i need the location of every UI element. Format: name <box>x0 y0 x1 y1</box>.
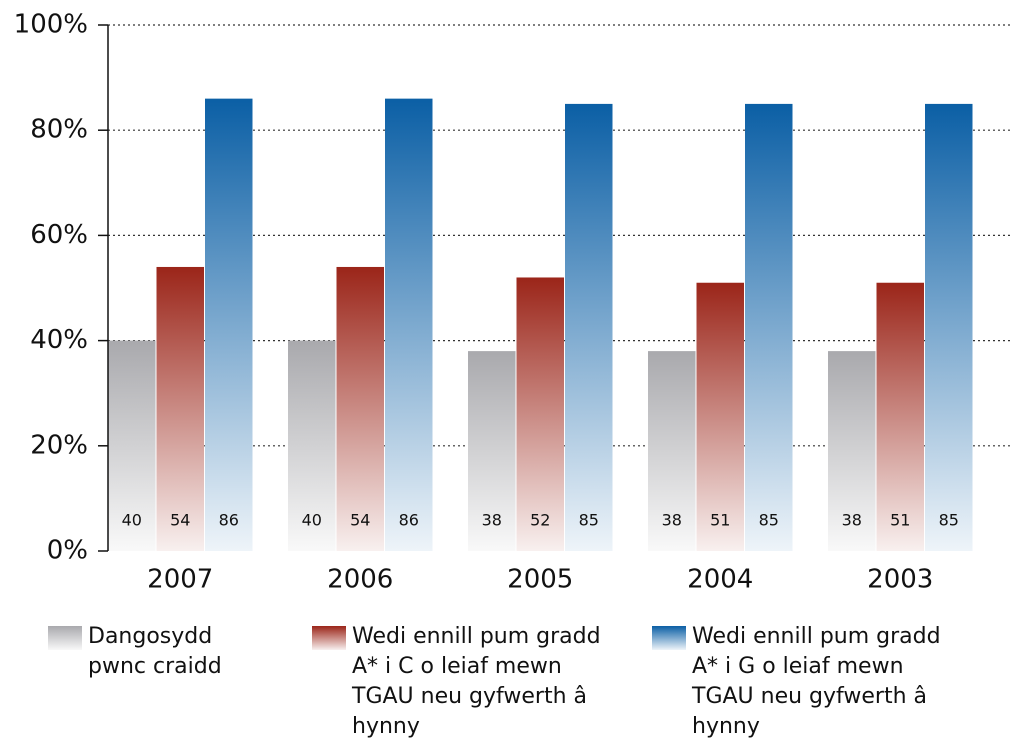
legend-item: Dangosydd pwnc craidd <box>48 622 248 682</box>
data-label: 54 <box>170 511 190 530</box>
x-tick-label: 2007 <box>147 565 213 595</box>
bar <box>205 98 253 551</box>
data-label: 51 <box>890 511 910 530</box>
bar <box>516 277 564 551</box>
chart: 0% 20% 40% 60% 80% 100% 40 54 86 2007 40 54 86 2006 38… <box>14 10 1010 595</box>
data-label: 86 <box>219 511 239 530</box>
bar <box>876 282 924 551</box>
y-tick-label: 20% <box>30 430 88 460</box>
data-label: 51 <box>710 511 730 530</box>
y-tick-label: 0% <box>47 536 88 566</box>
x-tick-label: 2005 <box>507 565 573 595</box>
legend-swatch <box>312 626 346 650</box>
legend-item: Wedi ennill pum gradd A* i G o leiaf mew… <box>652 622 942 742</box>
data-label: 86 <box>399 511 419 530</box>
bar <box>108 340 156 551</box>
data-label: 85 <box>579 511 599 530</box>
bar <box>925 103 973 552</box>
bar <box>565 103 613 552</box>
y-tick-label: 40% <box>30 325 88 355</box>
data-label: 38 <box>482 511 502 530</box>
bar <box>336 266 384 551</box>
bar <box>648 351 696 551</box>
data-label: 38 <box>662 511 682 530</box>
data-label: 85 <box>939 511 959 530</box>
bar <box>385 98 433 551</box>
x-tick-label: 2006 <box>327 565 393 595</box>
data-label: 40 <box>122 511 142 530</box>
legend-item: Wedi ennill pum gradd A* i C o leiaf mew… <box>312 622 602 742</box>
data-label: 40 <box>302 511 322 530</box>
legend-swatch <box>652 626 686 650</box>
data-label: 85 <box>759 511 779 530</box>
bar <box>156 266 204 551</box>
data-label: 52 <box>530 511 550 530</box>
legend-label: Dangosydd pwnc craidd <box>88 624 222 679</box>
y-tick-label: 60% <box>30 220 88 250</box>
bar <box>288 340 336 551</box>
x-tick-label: 2004 <box>687 565 753 595</box>
bar <box>828 351 876 551</box>
bar <box>468 351 516 551</box>
legend-label: Wedi ennill pum gradd A* i C o leiaf mew… <box>352 624 615 739</box>
data-label: 54 <box>350 511 370 530</box>
y-tick-label: 100% <box>14 10 88 40</box>
x-tick-label: 2003 <box>867 565 933 595</box>
data-label: 38 <box>842 511 862 530</box>
y-tick-label: 80% <box>30 115 88 145</box>
legend-swatch <box>48 626 82 650</box>
bar <box>696 282 744 551</box>
legend-label: Wedi ennill pum gradd A* i G o leiaf mew… <box>692 624 955 739</box>
bar <box>745 103 793 552</box>
